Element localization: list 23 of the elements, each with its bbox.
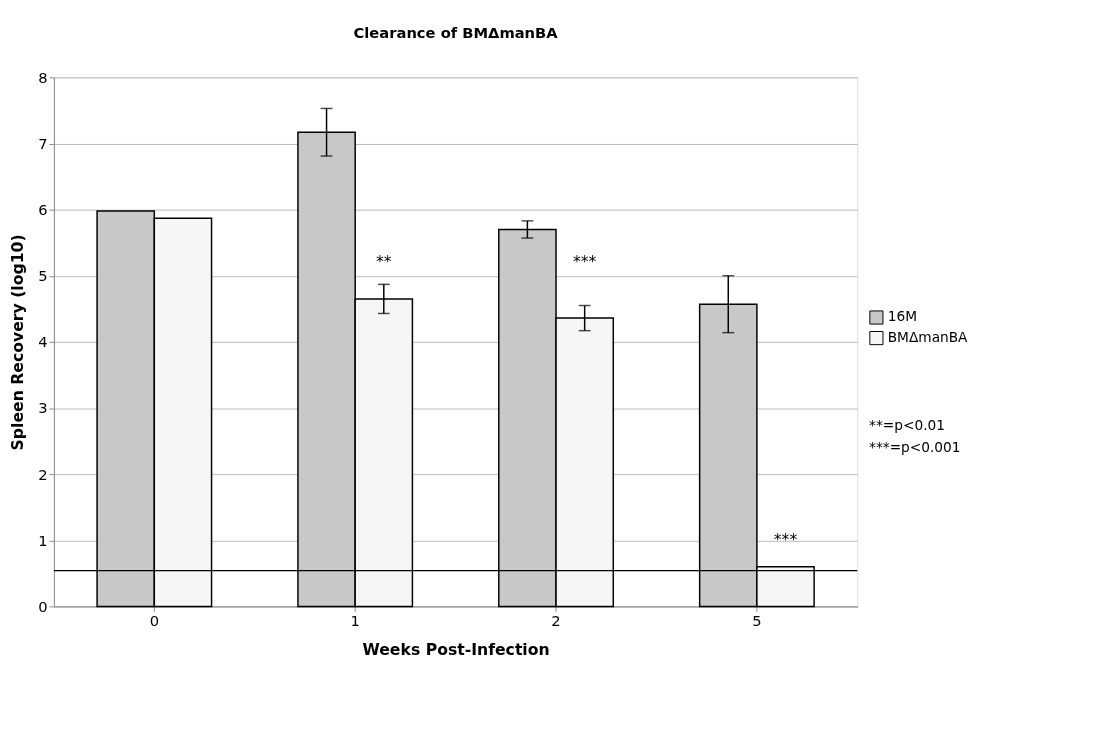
x-tick-label: 1 xyxy=(350,611,360,629)
x-tick-label: 0 xyxy=(149,611,159,629)
y-tick-label: 4 xyxy=(38,333,48,351)
y-tick-label: 3 xyxy=(38,399,48,417)
annotation: ** xyxy=(375,252,392,272)
y-tick-label: 7 xyxy=(38,134,48,152)
annotation: *** xyxy=(773,530,798,550)
text: ***=p<0.001 xyxy=(869,439,961,456)
chart-title: Clearance of BMΔmanBA xyxy=(353,24,559,42)
y-tick-label: 1 xyxy=(38,531,48,549)
annotation: *** xyxy=(572,252,597,272)
legend-label: BMΔmanBA xyxy=(887,329,969,345)
text: **=p<0.01 xyxy=(869,417,945,434)
y-axis-title: Spleen Recovery (log10) xyxy=(8,234,28,451)
y-tick-label: 2 xyxy=(38,465,48,483)
y-tick-label: 8 xyxy=(38,68,48,86)
x-tick-label: 5 xyxy=(752,611,762,629)
y-tick-label: 5 xyxy=(38,267,48,285)
legend-label: 16M xyxy=(887,308,917,325)
y-tick-label: 0 xyxy=(38,597,48,615)
y-tick-label: 6 xyxy=(38,201,48,219)
x-axis-title: Weeks Post-Infection xyxy=(362,639,550,659)
x-tick-label: 2 xyxy=(551,611,561,629)
